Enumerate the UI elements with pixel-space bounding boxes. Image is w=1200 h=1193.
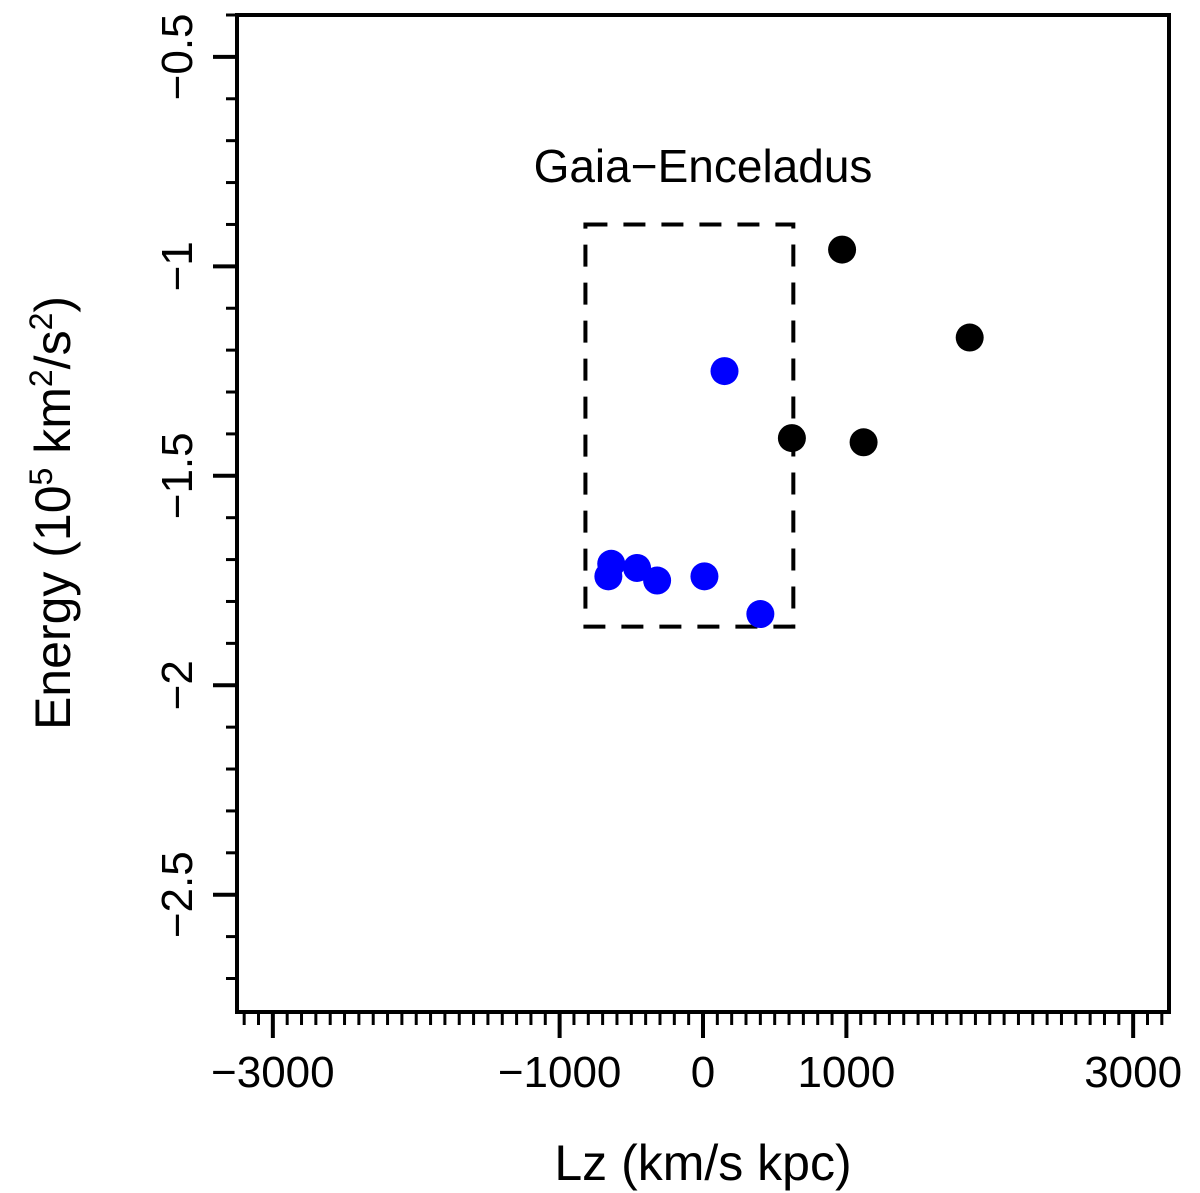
data-point <box>594 562 623 591</box>
data-point <box>828 235 857 264</box>
x-tick-label: 1000 <box>797 1048 895 1097</box>
y-tick-label: −1 <box>153 241 202 291</box>
x-tick-label: −3000 <box>211 1048 335 1097</box>
data-point <box>643 566 672 595</box>
data-point <box>777 424 806 453</box>
data-point <box>690 562 719 591</box>
x-axis-minor-ticks <box>242 1012 1164 1025</box>
data-point <box>710 357 739 386</box>
x-axis-title: Lz (km/s kpc) <box>554 1135 851 1191</box>
x-tick-label: 3000 <box>1084 1048 1182 1097</box>
y-axis-title: Energy (105 km2/s2) <box>23 296 81 730</box>
data-points <box>594 235 984 629</box>
x-tick-label: 0 <box>691 1048 715 1097</box>
data-point <box>849 428 878 457</box>
x-axis-ticks: −3000 −1000 0 1000 3000 <box>211 1012 1182 1097</box>
y-axis-ticks: −0.5 −1 −1.5 −2 −2.5 <box>153 13 237 938</box>
y-tick-label: −2 <box>153 660 202 710</box>
data-point <box>955 323 984 352</box>
data-point <box>623 553 652 582</box>
y-tick-label: −2.5 <box>153 851 202 938</box>
y-tick-label: −1.5 <box>153 432 202 519</box>
x-tick-label: −1000 <box>498 1048 622 1097</box>
gaia-enceladus-label: Gaia−Enceladus <box>534 140 873 192</box>
data-point <box>746 600 775 629</box>
y-tick-label: −0.5 <box>153 13 202 100</box>
